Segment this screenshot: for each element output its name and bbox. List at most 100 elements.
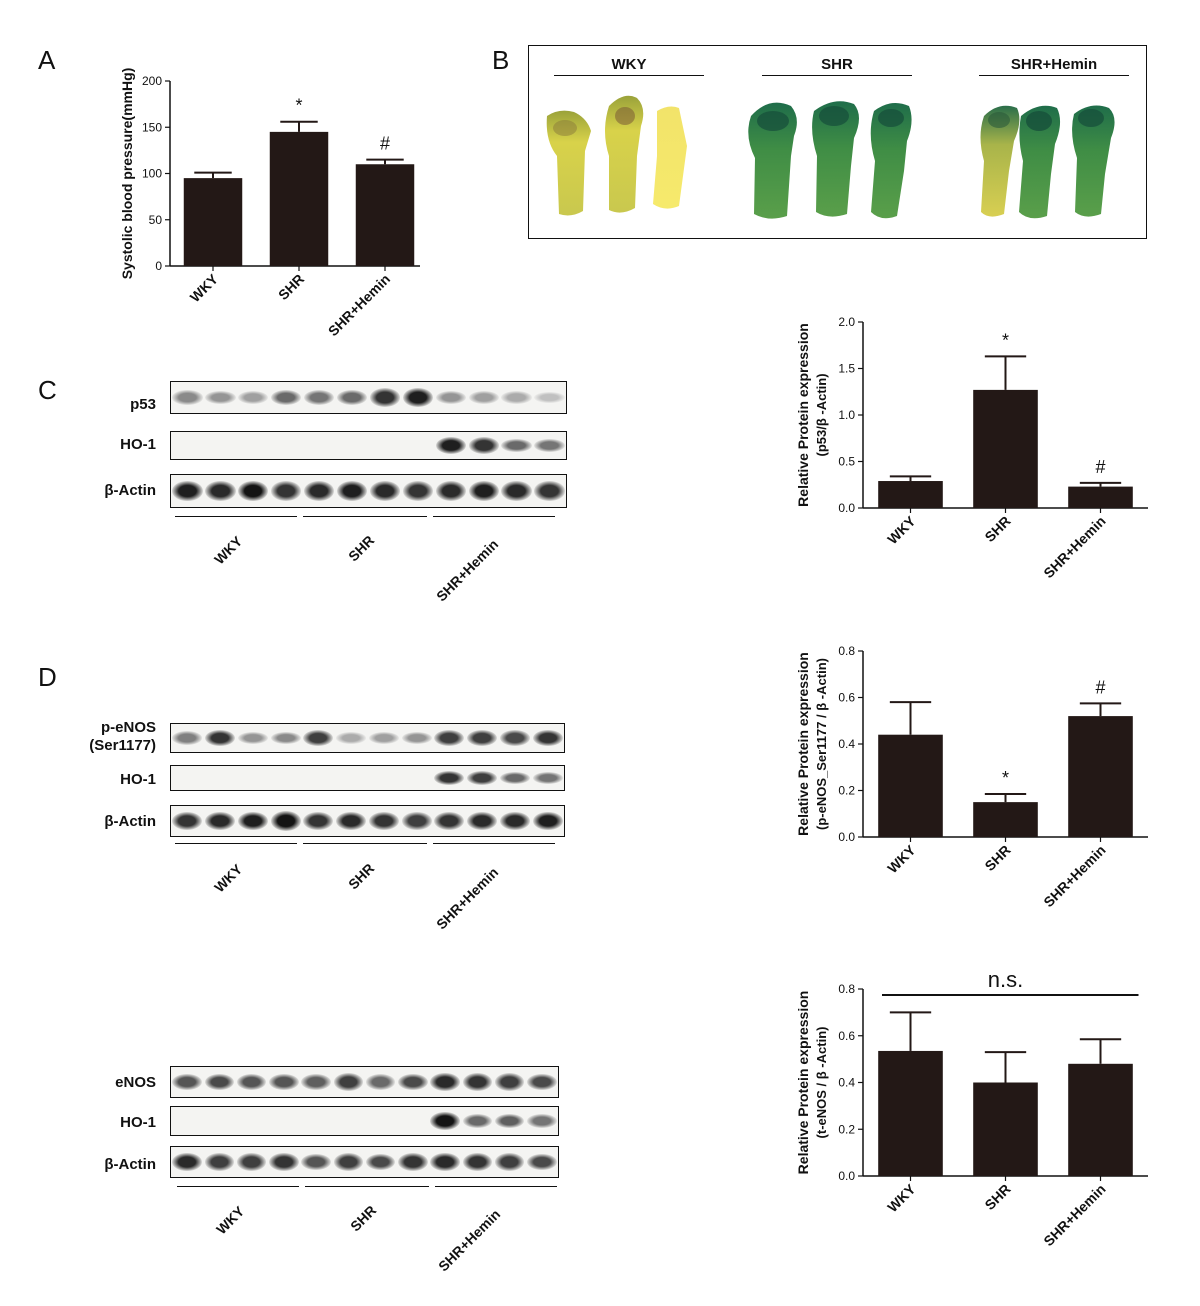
blot-band <box>468 437 499 454</box>
blot-c-row-label: p53 <box>130 396 156 413</box>
y-tick-label: 0 <box>155 259 162 273</box>
blot-d-group-label: SHR <box>345 860 378 893</box>
significance-marker: # <box>1095 677 1105 697</box>
y-tick-label: 0.8 <box>838 982 855 996</box>
blot-band <box>172 1152 202 1172</box>
blot-band <box>434 729 465 747</box>
x-tick-label: SHR+Hemin <box>1040 1181 1108 1249</box>
bar <box>1068 716 1133 837</box>
photo-group-label-wky: WKY <box>611 56 647 73</box>
blot-c-row-label: HO-1 <box>120 436 156 453</box>
blot-band <box>369 388 401 407</box>
y-tick-label: 0.0 <box>838 830 855 844</box>
bar <box>878 734 943 837</box>
x-tick-label: SHR+Hemin <box>1040 513 1108 581</box>
blot-band <box>365 1074 396 1090</box>
blot-band <box>494 1073 525 1091</box>
blot-band <box>532 772 563 784</box>
blot-band <box>534 391 565 404</box>
y-axis-label: (t-eNOS / β -Actin) <box>814 1027 829 1139</box>
blot-dt-row-label: β-Actin <box>104 1156 156 1173</box>
blot-band <box>368 732 399 744</box>
y-tick-label: 0.2 <box>838 784 855 798</box>
blot-band <box>434 770 465 786</box>
blot-band <box>527 1114 557 1128</box>
blot-band <box>204 1153 235 1171</box>
blot-strip-actin <box>170 1146 559 1178</box>
blot-dt-group-label: WKY <box>213 1202 248 1238</box>
blot-band <box>467 811 498 831</box>
y-tick-label: 0.0 <box>838 1169 855 1183</box>
blot-d-group-line <box>433 843 555 844</box>
vessel-photographs <box>546 95 1115 219</box>
y-axis-label: Relative Protein expression <box>795 991 811 1175</box>
blot-band <box>303 729 334 747</box>
bar <box>355 164 415 266</box>
photo-group-label-shr: SHR <box>821 56 853 73</box>
blot-band <box>401 812 432 830</box>
blot-band <box>204 1073 235 1091</box>
blot-dt-group-label: SHR+Hemin <box>435 1206 504 1275</box>
blot-c-group-label: SHR+Hemin <box>433 536 502 605</box>
blot-band <box>501 438 532 453</box>
photo-group-line-shr <box>762 75 912 76</box>
panel-label-c: C <box>38 375 57 405</box>
blot-band <box>301 1153 331 1171</box>
photo-group-line-wky <box>554 75 704 76</box>
bar-chart-p-enos: 0.0 0.2 0.4 0.6 0.8 Relative Protein expressi… <box>795 644 1148 910</box>
significance-marker: * <box>1002 768 1009 788</box>
blot-strip-p53 <box>170 381 567 414</box>
bar <box>878 1050 943 1176</box>
blot-strip-ho1 <box>170 431 567 460</box>
blot-band <box>368 812 399 830</box>
significance-marker: * <box>295 96 302 116</box>
y-tick-label: 0.4 <box>838 1076 855 1090</box>
blot-band <box>205 390 236 405</box>
blot-strip-p-enos <box>170 723 565 753</box>
blot-c-group-line <box>175 516 297 517</box>
blot-band <box>534 438 565 453</box>
blot-band <box>172 812 203 830</box>
blot-band <box>434 812 465 830</box>
x-tick-label: WKY <box>884 1180 919 1215</box>
blot-d-group-label: WKY <box>211 860 246 896</box>
blot-c-group-label: WKY <box>211 532 246 568</box>
blot-band <box>435 436 466 455</box>
blot-band <box>467 771 498 785</box>
y-tick-label: 0.4 <box>838 737 855 751</box>
blot-dt-group-line <box>305 1186 429 1187</box>
vessel-wky-2 <box>605 95 644 213</box>
panel-label-b: B <box>492 45 510 75</box>
significance-span-label: n.s. <box>988 967 1023 992</box>
y-tick-label: 0.2 <box>838 1122 855 1136</box>
bar <box>269 131 329 266</box>
bar <box>973 389 1038 508</box>
blot-band <box>468 480 499 502</box>
blot-band <box>336 480 368 502</box>
x-tick-label: SHR <box>981 513 1013 545</box>
blot-strip-ho1 <box>170 765 565 791</box>
y-tick-label: 50 <box>149 213 163 227</box>
blot-band <box>237 811 268 831</box>
y-axis-label: (p53/β -Actin) <box>814 373 829 456</box>
y-tick-label: 0.6 <box>838 1029 855 1043</box>
photo-group-line-shr-hemin <box>979 75 1129 76</box>
blot-band <box>527 1153 557 1171</box>
blot-band <box>494 1153 525 1171</box>
blot-band <box>398 1153 428 1171</box>
y-axis-label: (p-eNOS_Ser1177 / β -Actin) <box>814 658 829 830</box>
blot-dt-group-line <box>177 1186 299 1187</box>
panel-label-d: D <box>38 662 57 692</box>
blot-band <box>172 1073 202 1091</box>
vessel-wky-1 <box>546 110 591 216</box>
blot-d-row-label: β-Actin <box>104 813 156 830</box>
blot-band <box>532 729 563 747</box>
blot-band <box>336 732 367 744</box>
blot-band <box>238 480 269 502</box>
x-tick-label: WKY <box>884 841 919 876</box>
blot-band <box>238 390 269 405</box>
x-tick-label: SHR+Hemin <box>1040 842 1108 910</box>
blot-d-group-line <box>175 843 297 844</box>
y-tick-label: 150 <box>142 120 162 134</box>
blot-band <box>467 729 498 747</box>
